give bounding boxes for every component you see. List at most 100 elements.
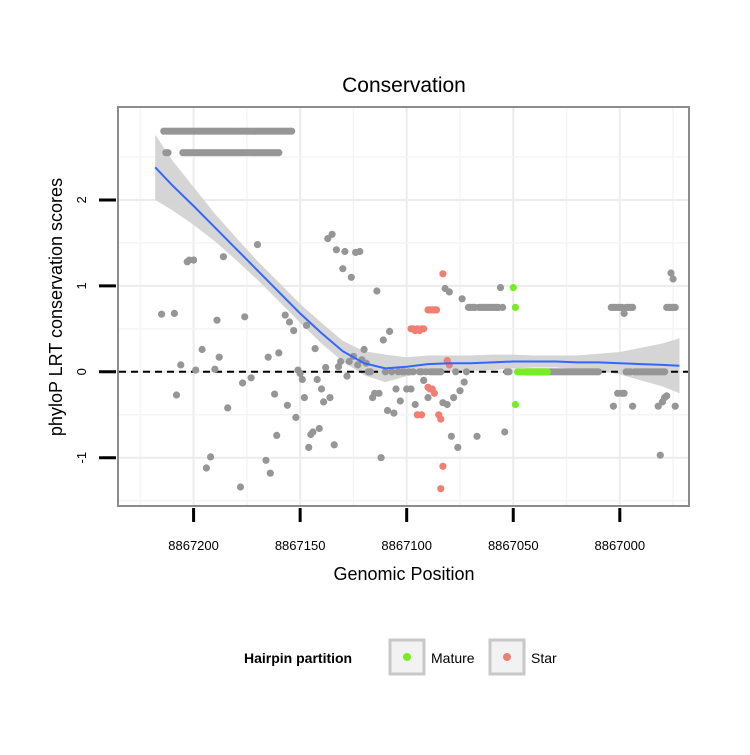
data-point-other xyxy=(213,316,221,324)
data-point-other xyxy=(594,368,603,376)
data-point-other xyxy=(473,432,481,440)
data-point-other xyxy=(177,361,185,369)
data-point-other xyxy=(496,284,505,292)
series-mature xyxy=(509,284,551,409)
data-point-other xyxy=(667,269,675,277)
data-point-star xyxy=(439,462,447,470)
data-point-mature xyxy=(509,284,517,292)
data-point-other xyxy=(456,387,464,395)
data-point-other xyxy=(288,127,296,135)
data-point-other xyxy=(460,378,468,386)
data-point-other xyxy=(661,368,669,376)
data-point-other xyxy=(271,390,279,398)
smooth-line xyxy=(154,166,680,370)
data-point-other xyxy=(305,443,313,451)
data-point-other xyxy=(320,398,328,406)
x-tick-label: 8867050 xyxy=(488,538,539,553)
data-point-other xyxy=(424,394,432,402)
data-point-other xyxy=(392,385,400,393)
data-point-other xyxy=(375,389,383,397)
x-axis: 8867200 8867150 8867100 8867050 8867000 xyxy=(168,508,645,553)
data-point-other xyxy=(409,368,417,376)
data-point-other xyxy=(499,303,507,311)
data-point-other xyxy=(322,363,330,372)
data-point-other xyxy=(164,149,172,157)
data-point-other xyxy=(330,441,338,449)
data-point-star xyxy=(437,415,445,423)
data-point-other xyxy=(454,443,462,451)
x-tick-label: 8867150 xyxy=(275,538,326,553)
data-point-other xyxy=(224,404,232,412)
data-point-other xyxy=(445,288,453,296)
data-point-other xyxy=(285,318,294,326)
y-tick-label: 1 xyxy=(74,282,89,289)
y-tick-label: -1 xyxy=(74,452,89,464)
data-point-other xyxy=(313,375,321,384)
data-point-other xyxy=(347,273,355,281)
data-point-other xyxy=(669,275,677,283)
data-point-other xyxy=(663,392,671,400)
data-point-other xyxy=(192,366,200,374)
data-point-other xyxy=(458,295,466,303)
data-point-other xyxy=(620,309,628,317)
data-point-other xyxy=(317,385,326,393)
data-point-other xyxy=(396,397,404,405)
confidence-band xyxy=(155,134,680,394)
data-point-other xyxy=(377,454,385,462)
data-point-star xyxy=(418,411,426,419)
data-point-other xyxy=(386,327,394,335)
data-point-other xyxy=(501,428,509,436)
data-point-other xyxy=(296,369,304,378)
data-point-other xyxy=(388,368,396,376)
data-point-star xyxy=(439,270,447,278)
data-point-mature xyxy=(511,303,519,311)
data-point-other xyxy=(437,368,445,376)
y-axis-label: phyloP LRT conservation scores xyxy=(46,178,66,436)
data-point-other xyxy=(452,368,460,376)
data-point-other xyxy=(328,230,336,238)
data-point-other xyxy=(411,400,419,409)
data-point-other xyxy=(339,265,347,273)
smooth-confidence-band xyxy=(155,134,680,394)
data-point-star xyxy=(437,485,445,493)
data-point-other xyxy=(239,379,247,387)
x-tick-label: 8867200 xyxy=(168,538,219,553)
data-point-other xyxy=(273,431,281,439)
legend-label-star: Star xyxy=(531,650,557,666)
legend: Hairpin partition Mature Star xyxy=(244,638,557,676)
data-point-other xyxy=(379,336,387,344)
data-point-other xyxy=(253,241,262,249)
data-point-other xyxy=(298,375,306,384)
data-point-other xyxy=(275,149,283,157)
data-point-other xyxy=(656,451,664,459)
data-point-other xyxy=(360,345,368,354)
data-point-star xyxy=(420,325,428,333)
data-point-other xyxy=(207,453,215,461)
chart-title: Conservation xyxy=(342,74,466,97)
data-point-other xyxy=(292,413,300,421)
data-point-other xyxy=(343,372,351,380)
data-point-other xyxy=(183,258,191,266)
data-point-other xyxy=(407,385,415,393)
data-point-other xyxy=(609,402,618,410)
data-point-other xyxy=(390,409,398,417)
y-tick-label: 2 xyxy=(74,196,89,203)
data-point-other xyxy=(671,402,679,410)
data-point-other xyxy=(505,368,513,376)
data-point-other xyxy=(247,374,255,382)
data-point-other xyxy=(215,353,223,361)
data-point-other xyxy=(620,389,628,397)
data-point-other xyxy=(281,311,289,319)
data-point-other xyxy=(262,456,270,464)
data-point-other xyxy=(309,428,317,436)
data-point-other xyxy=(266,469,274,477)
data-point-other xyxy=(202,464,210,472)
data-point-other xyxy=(629,402,637,410)
data-point-other xyxy=(341,247,349,256)
data-point-other xyxy=(671,303,679,311)
data-point-other xyxy=(366,368,375,376)
data-point-other xyxy=(241,313,249,321)
data-point-other xyxy=(332,246,340,254)
data-point-other xyxy=(354,361,362,369)
